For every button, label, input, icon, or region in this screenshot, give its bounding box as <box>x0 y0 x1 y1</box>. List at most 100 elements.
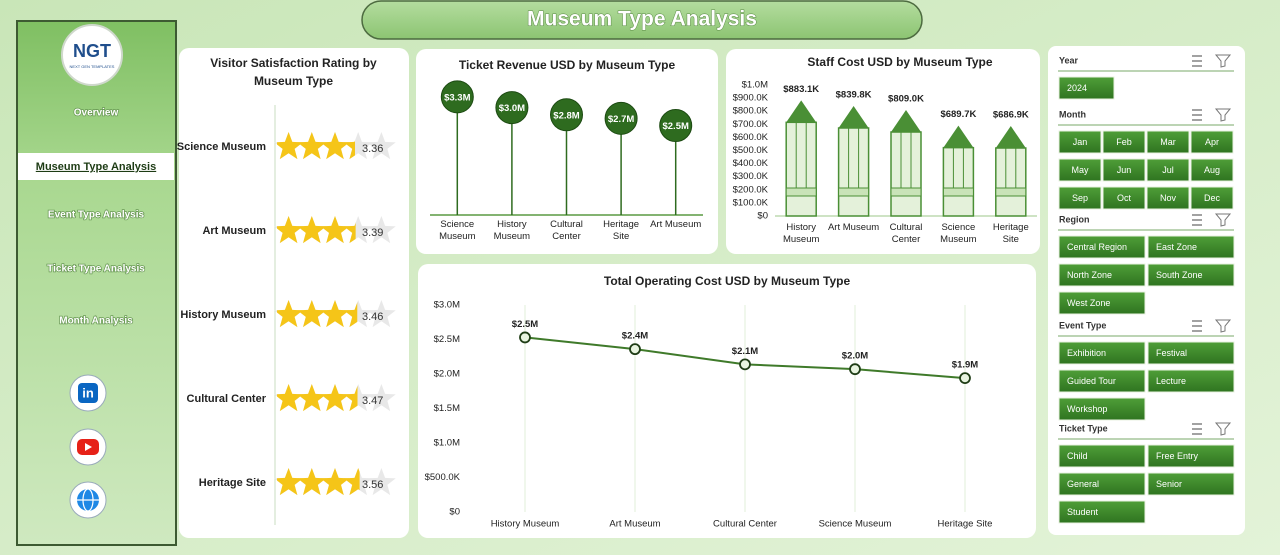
slicer-item[interactable]: Central Region <box>1067 242 1127 252</box>
pencil-tip <box>786 100 817 123</box>
category-label: Heritage Site <box>199 477 266 489</box>
logo-text: NGT <box>73 41 111 61</box>
slicer-item[interactable]: Aug <box>1204 165 1220 175</box>
slicer-button[interactable] <box>1058 158 1102 182</box>
slicer-button[interactable] <box>1147 341 1235 365</box>
star-empty <box>343 132 373 160</box>
slicer-item[interactable]: North Zone <box>1067 270 1112 280</box>
slicer-item[interactable]: Feb <box>1116 137 1132 147</box>
slicer-button[interactable] <box>1147 235 1235 259</box>
slicer-button[interactable] <box>1147 263 1235 287</box>
slicer-button[interactable] <box>1146 130 1190 154</box>
value-label: 3.39 <box>362 227 383 239</box>
point <box>959 372 971 385</box>
slicer-item[interactable]: West Zone <box>1067 298 1110 308</box>
slicer-button[interactable] <box>1058 369 1146 393</box>
y-tick-label: $1.0M <box>434 438 460 449</box>
value-label: $2.8M <box>553 110 579 121</box>
slicer-item[interactable]: Student <box>1067 507 1099 517</box>
nav-item[interactable]: Overview <box>73 107 119 120</box>
slicer-title: Ticket Type <box>1059 423 1108 433</box>
clear-filter-icon[interactable] <box>1214 319 1232 333</box>
x-tick-label: Cultural Center <box>889 222 923 245</box>
slicer-button[interactable] <box>1102 130 1146 154</box>
nav-item[interactable]: Ticket Type Analysis <box>46 263 146 276</box>
slicer-button[interactable] <box>1146 158 1190 182</box>
slicer-item[interactable]: Apr <box>1205 137 1219 147</box>
star-empty <box>343 216 373 244</box>
clear-filter-icon[interactable] <box>1214 213 1232 227</box>
slicer-button[interactable] <box>1190 186 1234 210</box>
slicer-item[interactable]: Mar <box>1160 137 1176 147</box>
x-tick-label-box: Cultural Center <box>889 222 923 245</box>
slicer-button[interactable] <box>1147 369 1235 393</box>
clear-filter-icon[interactable] <box>1214 54 1232 68</box>
slicer-button[interactable] <box>1058 130 1102 154</box>
value-label: $809.0K <box>888 94 924 105</box>
nav-item[interactable]: Month Analysis <box>58 315 133 328</box>
slicer-button[interactable] <box>1058 291 1146 315</box>
star <box>320 132 350 160</box>
slicer-item[interactable]: Jun <box>1117 165 1132 175</box>
slicer-button[interactable] <box>1190 130 1234 154</box>
slicer-button[interactable] <box>1058 444 1146 468</box>
star <box>320 216 350 244</box>
chart-title-box: Visitor Satisfaction Rating by Museum Ty… <box>210 56 376 88</box>
slicer-item[interactable]: May <box>1071 165 1089 175</box>
logo-tagline: NEXT GEN TEMPLATES <box>70 64 115 69</box>
x-tick-label: Heritage Site <box>603 219 640 242</box>
slicer-button[interactable] <box>1102 186 1146 210</box>
x-tick-label: Art Museum <box>650 219 702 230</box>
y-tick-label: $800.0K <box>733 106 769 117</box>
slicer-item[interactable]: East Zone <box>1156 242 1197 252</box>
nav-item[interactable]: Museum Type Analysis <box>36 161 156 173</box>
slicer-item[interactable]: Lecture <box>1156 376 1186 386</box>
value-label: 3.46 <box>362 311 383 323</box>
pencil-band <box>785 187 817 197</box>
nav-item[interactable]: Event Type Analysis <box>47 209 145 222</box>
slicer-item[interactable]: Festival <box>1156 348 1187 358</box>
slicer-button[interactable] <box>1102 158 1146 182</box>
slicer-button[interactable] <box>1058 341 1146 365</box>
slicer-item[interactable]: Child <box>1067 451 1088 461</box>
x-tick-label-box: Art Museum <box>828 222 879 233</box>
star <box>343 468 360 496</box>
slicer-button[interactable] <box>1146 186 1190 210</box>
slicer-button[interactable] <box>1058 235 1146 259</box>
panel <box>418 264 1036 538</box>
slicer-item[interactable]: Workshop <box>1067 404 1107 414</box>
slicer-item[interactable]: Sep <box>1072 193 1088 203</box>
slicer-item[interactable]: Exhibition <box>1067 348 1106 358</box>
y-tick-label: $500.0K <box>733 145 769 156</box>
slicer-item[interactable]: Senior <box>1156 479 1182 489</box>
slicer-item[interactable]: Free Entry <box>1156 451 1199 461</box>
slicer-item[interactable]: Jan <box>1073 137 1088 147</box>
slicer-item[interactable]: Jul <box>1162 165 1174 175</box>
slicer-item[interactable]: Dec <box>1204 193 1221 203</box>
slicer-item[interactable]: Guided Tour <box>1067 376 1116 386</box>
slicer-button[interactable] <box>1058 397 1146 421</box>
slicer-button[interactable] <box>1058 186 1102 210</box>
slicer-button[interactable] <box>1058 472 1146 496</box>
slicer-button[interactable] <box>1147 472 1235 496</box>
clear-filter-icon[interactable] <box>1214 108 1232 122</box>
slicer-item[interactable]: 2024 <box>1067 83 1087 93</box>
chart-title: Ticket Revenue USD by Museum Type <box>458 58 676 72</box>
slicer-item[interactable]: Oct <box>1117 193 1132 203</box>
pencil-body <box>837 127 870 217</box>
slicer-item[interactable]: General <box>1067 479 1099 489</box>
slicer-item[interactable]: Nov <box>1160 193 1177 203</box>
star <box>277 300 303 328</box>
head <box>440 80 474 114</box>
slicer-button[interactable] <box>1190 158 1234 182</box>
slicer-item[interactable]: South Zone <box>1156 270 1203 280</box>
slicer-button[interactable] <box>1058 500 1146 524</box>
clear-filter-icon[interactable] <box>1214 422 1232 436</box>
x-tick-label: Heritage Site <box>938 519 993 530</box>
slicer-button[interactable] <box>1058 76 1115 100</box>
slicer-button[interactable] <box>1147 444 1235 468</box>
pencil-band <box>838 187 870 197</box>
head <box>604 101 638 135</box>
value-label: $839.8K <box>836 90 872 101</box>
slicer-button[interactable] <box>1058 263 1146 287</box>
